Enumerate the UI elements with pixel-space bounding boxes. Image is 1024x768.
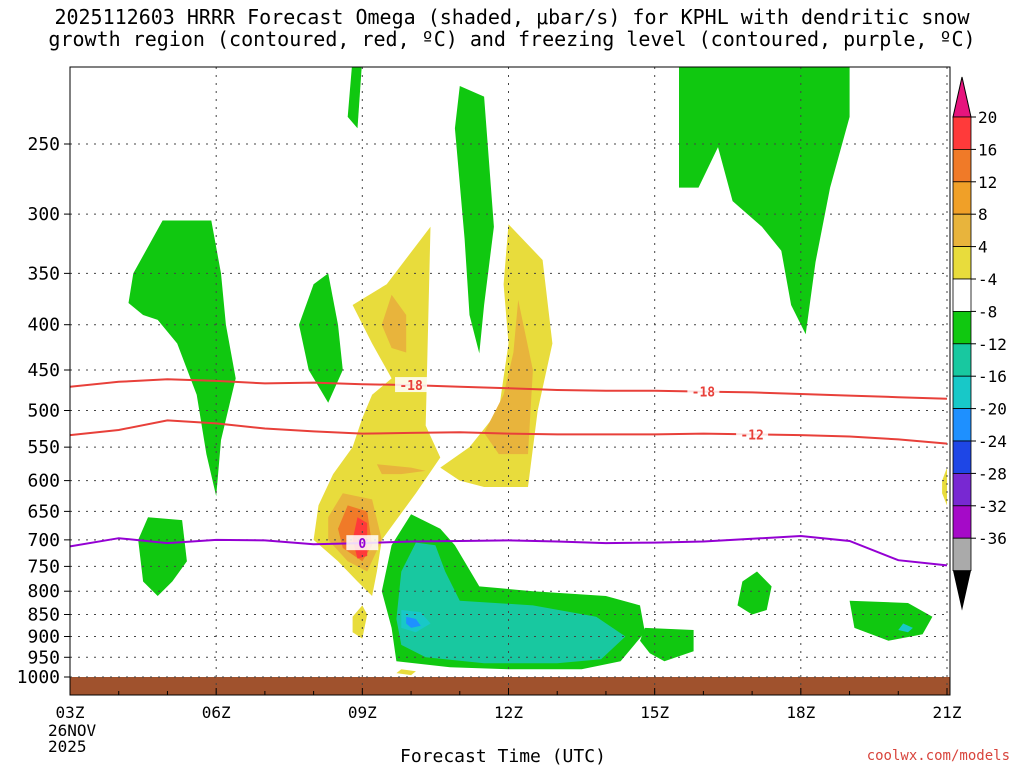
colorbar-label-4: 4 (978, 238, 988, 257)
y-tick-label-750: 750 (27, 556, 60, 577)
y-tick-label-550: 550 (27, 437, 60, 458)
contour-label-2-0: 0 (358, 537, 366, 552)
colorbar-label-13: -36 (978, 529, 1007, 548)
omega-region-11 (737, 571, 772, 615)
omega-region-9 (406, 616, 421, 628)
y-tick-label-600: 600 (27, 471, 60, 492)
y-tick-label-350: 350 (27, 263, 60, 284)
contour-line-2 (70, 534, 948, 567)
contour-label-0-1: -18 (692, 386, 716, 401)
temperature-contours: -18 -18 -12 0 (70, 377, 948, 567)
omega-region-17 (484, 299, 533, 455)
omega-region-23 (396, 669, 416, 676)
y-tick-label-500: 500 (27, 401, 60, 422)
colorbar-label-7: -12 (978, 335, 1007, 354)
x-tick-label-12Z: 12Z (494, 703, 523, 722)
x-tick-label-15Z: 15Z (640, 703, 669, 722)
y-tick-label-850: 850 (27, 605, 60, 626)
y-tick-label-800: 800 (27, 581, 60, 602)
colorbar-swatch-13 (952, 537, 972, 572)
omega-region-16 (381, 294, 407, 353)
y-tick-label-400: 400 (27, 315, 60, 336)
contour-label-bg-2-0 (346, 535, 379, 551)
contour-label-bg-0-1 (687, 383, 720, 399)
colorbar-swatch-8 (952, 375, 972, 410)
surface-terrain (70, 677, 950, 695)
x-date-label-0: 26NOV (48, 721, 97, 740)
contour-line-1 (70, 419, 948, 445)
colorbar-label-9: -20 (978, 400, 1007, 419)
y-tick-label-250: 250 (27, 134, 60, 155)
omega-region-2 (679, 67, 850, 335)
x-tick-label-18Z: 18Z (786, 703, 815, 722)
colorbar-label-8: -16 (978, 367, 1007, 386)
grid-lines (70, 67, 950, 695)
omega-shading-layer (128, 67, 947, 676)
omega-region-7 (396, 542, 626, 664)
site-credit: coolwx.com/models (866, 748, 1010, 764)
colorbar-swatch-0 (952, 116, 972, 150)
y-tick-label-450: 450 (27, 360, 60, 381)
colorbar: 20 16 12 8 4 -4 -8 -12 -16 -20 -24 -28 -32 -36 (952, 76, 1007, 611)
x-date-label-1: 2025 (48, 737, 87, 756)
colorbar-swatch-10 (952, 440, 972, 474)
plot-frame (69, 66, 951, 696)
y-tick-label-950: 950 (27, 647, 60, 668)
y-tick-label-700: 700 (27, 530, 60, 551)
contour-label-bg-0-0 (395, 377, 428, 393)
colorbar-swatch-9 (952, 408, 972, 442)
omega-region-12 (849, 600, 933, 641)
colorbar-swatch-6 (952, 310, 972, 345)
colorbar-label-2: 12 (978, 173, 997, 192)
x-axis-title: Forecast Time (UTC) (400, 746, 606, 767)
colorbar-swatch-5 (952, 278, 972, 312)
pressure-axis: 2503003504004505005506006507007508008509… (17, 134, 948, 695)
omega-region-4 (299, 273, 343, 403)
omega-region-24 (942, 467, 947, 506)
title-line-2: growth region (contoured, red, ºC) and f… (48, 27, 976, 51)
contour-label-0-0: -18 (399, 379, 423, 394)
x-tick-label-09Z: 09Z (348, 703, 377, 722)
x-tick-label-21Z: 21Z (933, 703, 962, 722)
colorbar-label-0: 20 (978, 108, 997, 127)
colorbar-label-11: -28 (978, 464, 1007, 483)
omega-region-1 (454, 86, 494, 354)
y-tick-label-650: 650 (27, 501, 60, 522)
omega-region-10 (640, 627, 694, 662)
colorbar-swatch-3 (952, 213, 972, 247)
omega-region-3 (128, 220, 236, 497)
colorbar-swatch-2 (952, 181, 972, 215)
omega-region-0 (347, 67, 362, 129)
contour-line-0 (70, 378, 948, 400)
colorbar-top-arrow (952, 76, 972, 118)
omega-region-5 (138, 517, 187, 596)
omega-region-13 (898, 623, 913, 633)
title-line-1: 2025112603 HRRR Forecast Omega (shaded, … (54, 5, 970, 29)
colorbar-swatch-4 (952, 246, 972, 280)
y-tick-label-900: 900 (27, 626, 60, 647)
colorbar-bottom-arrow (953, 570, 971, 611)
x-tick-label-06Z: 06Z (202, 703, 231, 722)
colorbar-swatch-7 (952, 343, 972, 377)
colorbar-label-1: 16 (978, 140, 997, 159)
colorbar-label-5: -4 (978, 270, 997, 289)
x-tick-label-03Z: 03Z (56, 703, 85, 722)
y-tick-label-1000: 1000 (17, 667, 60, 688)
omega-region-22 (352, 605, 368, 639)
colorbar-label-10: -24 (978, 432, 1007, 451)
omega-region-18 (376, 464, 426, 475)
y-tick-label-300: 300 (27, 204, 60, 225)
colorbar-swatch-11 (952, 472, 972, 507)
colorbar-label-6: -8 (978, 302, 997, 321)
chart-title: 2025112603 HRRR Forecast Omega (shaded, … (0, 6, 1024, 50)
colorbar-label-12: -32 (978, 497, 1007, 516)
colorbar-label-3: 8 (978, 205, 988, 224)
contour-label-1-0: -12 (740, 428, 763, 443)
contour-label-bg-1-0 (736, 426, 769, 442)
colorbar-swatch-1 (952, 148, 972, 183)
colorbar-swatch-12 (952, 505, 972, 539)
